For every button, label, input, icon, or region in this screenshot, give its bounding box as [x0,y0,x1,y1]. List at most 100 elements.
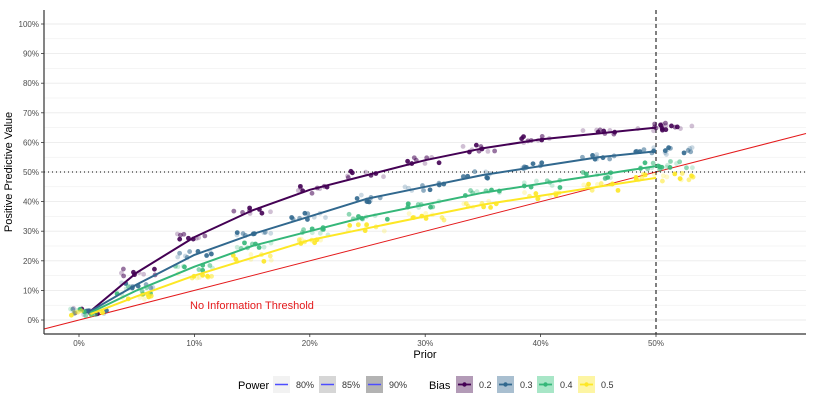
legend-label: 0.2 [479,380,492,390]
legend-key-point [503,382,508,387]
data-point-bias-0.4 [405,201,411,207]
data-point-bias-0.3 [86,308,92,314]
y-tick-label: 50% [23,168,39,177]
legend-label: 0.5 [601,380,614,390]
data-point-bias-0.5 [233,256,239,262]
data-point-bias-0.2 [152,266,157,272]
data-point-bias-0.4 [657,164,663,170]
y-tick-label: 80% [23,79,39,88]
data-point-bias-0.5 [660,178,665,184]
data-point-bias-0.4 [557,185,563,190]
data-point-bias-0.3 [364,199,370,205]
data-point-bias-0.5 [146,294,152,300]
data-point-bias-0.3 [663,152,669,157]
data-point-bias-0.5 [533,191,539,196]
x-tick-label: 0% [73,339,85,348]
legend-label: 0.4 [560,380,573,390]
data-point-bias-0.2 [689,123,695,129]
data-point-bias-0.3 [70,306,76,312]
data-point-bias-0.5 [205,273,210,279]
x-ticks: 0% 10% 20% 30% 40% 50% [73,334,664,348]
data-point-bias-0.3 [234,232,240,238]
data-point-bias-0.3 [354,196,360,201]
legend-bias-item: 0.2 [456,376,492,393]
data-point-bias-0.4 [667,165,673,170]
data-point-bias-0.2 [473,142,479,148]
y-tick-label: 30% [23,227,39,236]
data-point-bias-0.4 [242,240,247,246]
data-point-bias-0.4 [650,160,656,166]
data-point-bias-0.4 [428,204,433,210]
data-point-bias-0.5 [672,171,678,177]
data-point-bias-0.4 [689,165,695,171]
data-point-bias-0.2 [381,174,386,180]
data-point-bias-0.3 [662,148,668,154]
data-point-bias-0.2 [177,236,183,242]
legend-bias-item: 0.5 [578,376,614,393]
data-point-bias-0.3 [651,145,657,151]
y-axis-title: Positive Predictive Value [3,112,15,232]
data-point-bias-0.2 [259,210,265,216]
data-point-bias-0.4 [234,244,240,250]
data-point-bias-0.5 [522,190,527,195]
legend-bias-item: 0.3 [497,376,533,393]
data-point-bias-0.5 [598,181,604,186]
data-point-bias-0.4 [317,230,323,236]
data-point-bias-0.5 [71,309,77,315]
y-tick-label: 0% [27,316,39,325]
data-point-bias-0.4 [384,216,390,222]
data-point-bias-0.5 [406,211,412,217]
data-point-bias-0.5 [209,273,214,279]
data-point-bias-0.3 [402,184,408,190]
data-point-bias-0.2 [202,233,208,239]
legend-title-power: Power [238,380,270,392]
data-point-bias-0.4 [182,264,187,270]
y-ticks: 0% 10% 20% 30% 40% 50% 60% 70% 80% 90% 100% [19,20,44,325]
legend-key-point [543,382,548,387]
data-point-bias-0.5 [364,222,370,228]
y-tick-label: 90% [23,50,39,59]
data-point-bias-0.3 [685,148,691,153]
legend-key-point [462,382,467,387]
y-tick-label: 40% [23,198,39,207]
data-point-bias-0.3 [484,175,490,180]
data-point-bias-0.3 [607,156,613,162]
no-information-threshold-label: No Information Threshold [190,300,314,312]
y-tick-label: 100% [19,20,39,29]
data-point-bias-0.3 [148,285,154,291]
data-point-bias-0.5 [261,258,267,264]
data-point-bias-0.4 [583,171,589,177]
data-point-bias-0.3 [681,150,687,156]
data-point-bias-0.4 [549,183,555,188]
legend-power-item: 80% [273,376,314,393]
data-point-bias-0.2 [141,271,147,277]
data-point-bias-0.5 [488,204,493,210]
legend-bias-item: 0.4 [537,376,573,393]
data-point-bias-0.5 [461,201,467,207]
data-point-bias-0.2 [485,148,491,154]
legend-label: 90% [389,380,407,390]
data-point-bias-0.3 [358,192,364,198]
legend-label: 0.3 [520,380,533,390]
data-point-bias-0.5 [100,310,105,316]
data-point-bias-0.2 [121,273,127,279]
data-point-bias-0.5 [142,296,147,302]
data-point-bias-0.2 [268,209,273,215]
data-point-bias-0.5 [677,176,683,182]
data-point-bias-0.4 [468,188,473,193]
data-point-bias-0.2 [363,169,369,175]
data-point-bias-0.4 [534,178,539,184]
data-point-bias-0.5 [267,253,273,259]
data-point-bias-0.4 [674,161,679,166]
data-point-bias-0.2 [405,158,410,164]
data-point-bias-0.3 [580,154,585,160]
data-point-bias-0.2 [247,205,253,211]
y-tick-label: 10% [23,286,39,295]
data-point-bias-0.2 [539,134,545,139]
curve-bias-0.4 [90,165,657,314]
data-point-bias-0.2 [669,123,674,129]
data-point-bias-0.5 [248,252,254,257]
data-point-bias-0.5 [535,196,541,202]
legend-label: 80% [296,380,314,390]
data-point-bias-0.2 [580,128,586,133]
